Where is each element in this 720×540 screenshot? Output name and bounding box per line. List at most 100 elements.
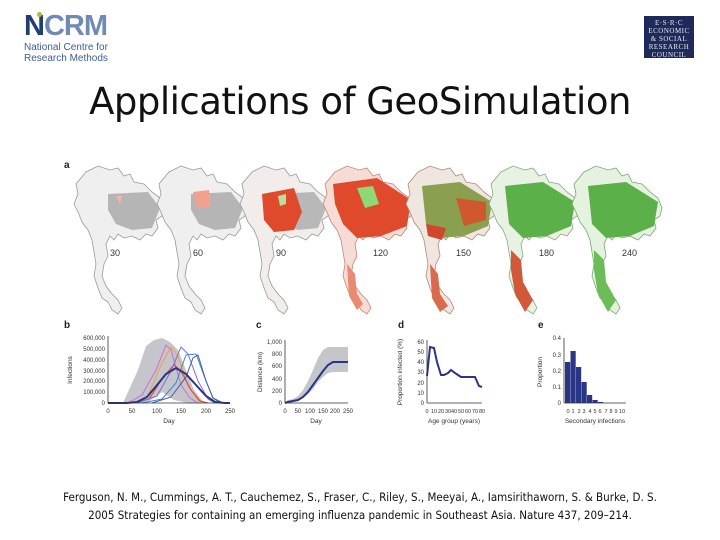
map-label-120: 120 (373, 248, 388, 258)
chart-d-xticks: 0 10 20 30 40 50 60 70 80 (425, 409, 485, 415)
chart-c-range-band (285, 347, 348, 403)
svg-text:250: 250 (225, 409, 236, 415)
svg-text:9: 9 (614, 409, 617, 415)
svg-text:0: 0 (425, 409, 428, 415)
citation-line1: Ferguson, N. M., Cummings, A. T., Cauche… (63, 490, 657, 504)
svg-text:60: 60 (465, 409, 471, 415)
ncrm-logo-line1: National Centre for (24, 42, 108, 53)
chart-d-line (426, 345, 483, 388)
svg-text:600,000: 600,000 (83, 336, 105, 342)
svg-text:150: 150 (176, 409, 187, 415)
svg-text:0: 0 (106, 409, 110, 415)
svg-text:0.3: 0.3 (553, 353, 562, 359)
panel-e-letter: e (538, 320, 544, 331)
chart-b-xticks: 0 50 100 150 200 250 (106, 409, 235, 415)
chart-e-xticks: 0 1 2 3 4 5 6 7 8 9 10 (566, 409, 625, 415)
chart-c-yticks: 0 200 400 600 800 1,000 (267, 340, 283, 407)
esrc-line5: COUNCIL (651, 51, 687, 59)
citation: Ferguson, N. M., Cummings, A. T., Cauche… (20, 488, 700, 524)
svg-text:400: 400 (272, 377, 283, 383)
svg-text:0.2: 0.2 (553, 369, 562, 375)
chart-c-xticks: 0 50 100 150 200 250 (283, 409, 353, 415)
map-label-240: 240 (622, 248, 637, 258)
chart-b-ylabel: Infections (67, 355, 74, 384)
svg-text:2: 2 (577, 409, 580, 415)
chart-b-run-1 (127, 344, 199, 404)
svg-text:50: 50 (295, 409, 302, 415)
svg-text:80: 80 (479, 409, 485, 415)
chart-c-mean-line (284, 361, 348, 404)
svg-text:40: 40 (451, 409, 457, 415)
panel-b-letter: b (64, 320, 70, 331)
chart-e-yticks: 0 0.1 0.2 0.3 0.4 (553, 336, 562, 407)
chart-e-secondary: e 00.10.20.30.4 0 1 2 3 4 5 6 7 8 9 10 Secondary i… (537, 320, 626, 425)
map-label-60: 60 (193, 248, 203, 258)
svg-text:30: 30 (417, 370, 424, 376)
map-day-60: 60 (156, 165, 248, 315)
svg-text:400,000: 400,000 (83, 358, 105, 364)
chart-b-run-6 (151, 354, 224, 404)
svg-text:500,000: 500,000 (83, 347, 105, 353)
svg-text:1,000: 1,000 (267, 340, 283, 346)
esrc-line1: E·S·R·C (655, 19, 683, 27)
chart-b-range-band (123, 338, 204, 403)
svg-text:150: 150 (318, 409, 329, 415)
panel-c-letter: c (256, 320, 262, 331)
svg-text:0: 0 (102, 401, 106, 407)
svg-text:3: 3 (582, 409, 585, 415)
svg-text:200: 200 (272, 389, 283, 395)
svg-text:50: 50 (417, 350, 424, 356)
chart-d-ylabel: Proportion infected (%) (397, 339, 404, 405)
svg-text:100: 100 (305, 409, 316, 415)
chart-b-yticks: 0 100,000 200,000 300,000 400,000 500,000 600,… (83, 336, 105, 407)
svg-text:70: 70 (472, 409, 478, 415)
chart-b-infections: b 0 100,000 200,000 300,000 400,000 500,000 60… (64, 320, 236, 425)
svg-text:8: 8 (609, 409, 612, 415)
svg-text:60: 60 (417, 340, 424, 346)
map-label-150: 150 (456, 248, 471, 258)
svg-text:4: 4 (588, 409, 591, 415)
figure: a 30 60 90 120 150 180 (64, 160, 663, 425)
citation-line2: 2005 Strategies for containing an emergi… (88, 508, 632, 522)
svg-text:100: 100 (152, 409, 163, 415)
svg-text:50: 50 (458, 409, 464, 415)
esrc-line3: & SOCIAL (650, 35, 688, 43)
map-label-90: 90 (276, 248, 286, 258)
esrc-line4: RESEARCH (648, 43, 690, 51)
svg-text:1: 1 (571, 409, 574, 415)
map-label-30: 30 (110, 248, 120, 258)
ncrm-mark-n: N (24, 10, 45, 42)
svg-text:600: 600 (272, 364, 283, 370)
map-day-240: 240 (571, 165, 663, 315)
chart-d-xlabel: Age group (years) (428, 418, 480, 425)
svg-text:0: 0 (566, 409, 569, 415)
map-day-90: 90 (239, 165, 331, 315)
svg-text:20: 20 (438, 409, 444, 415)
svg-text:10: 10 (619, 409, 625, 415)
svg-text:200: 200 (330, 409, 341, 415)
svg-text:0: 0 (283, 409, 287, 415)
svg-text:7: 7 (604, 409, 607, 415)
map-day-180: 180 (488, 165, 580, 315)
esrc-line2: ECONOMIC (648, 27, 690, 35)
svg-text:10: 10 (417, 391, 424, 397)
svg-text:20: 20 (417, 381, 424, 387)
panel-a-letter: a (64, 160, 70, 171)
map-label-180: 180 (539, 248, 554, 258)
ncrm-logo-dot (37, 12, 42, 17)
slide-title: Applications of GeoSimulation (89, 80, 631, 123)
svg-text:250: 250 (343, 409, 354, 415)
ncrm-mark-crm: CRM (43, 10, 108, 42)
svg-text:5: 5 (593, 409, 596, 415)
chart-b-run-2 (131, 346, 207, 404)
svg-text:0: 0 (279, 401, 283, 407)
svg-text:6: 6 (598, 409, 601, 415)
svg-text:0.4: 0.4 (553, 336, 562, 342)
svg-text:0: 0 (558, 401, 562, 407)
chart-e-xlabel: Secondary infections (565, 418, 626, 425)
ncrm-logo: NCRM National Centre for Research Method… (24, 12, 124, 70)
ncrm-logo-mark: NCRM (24, 10, 124, 42)
chart-e-bars (565, 351, 604, 403)
svg-text:10: 10 (431, 409, 437, 415)
